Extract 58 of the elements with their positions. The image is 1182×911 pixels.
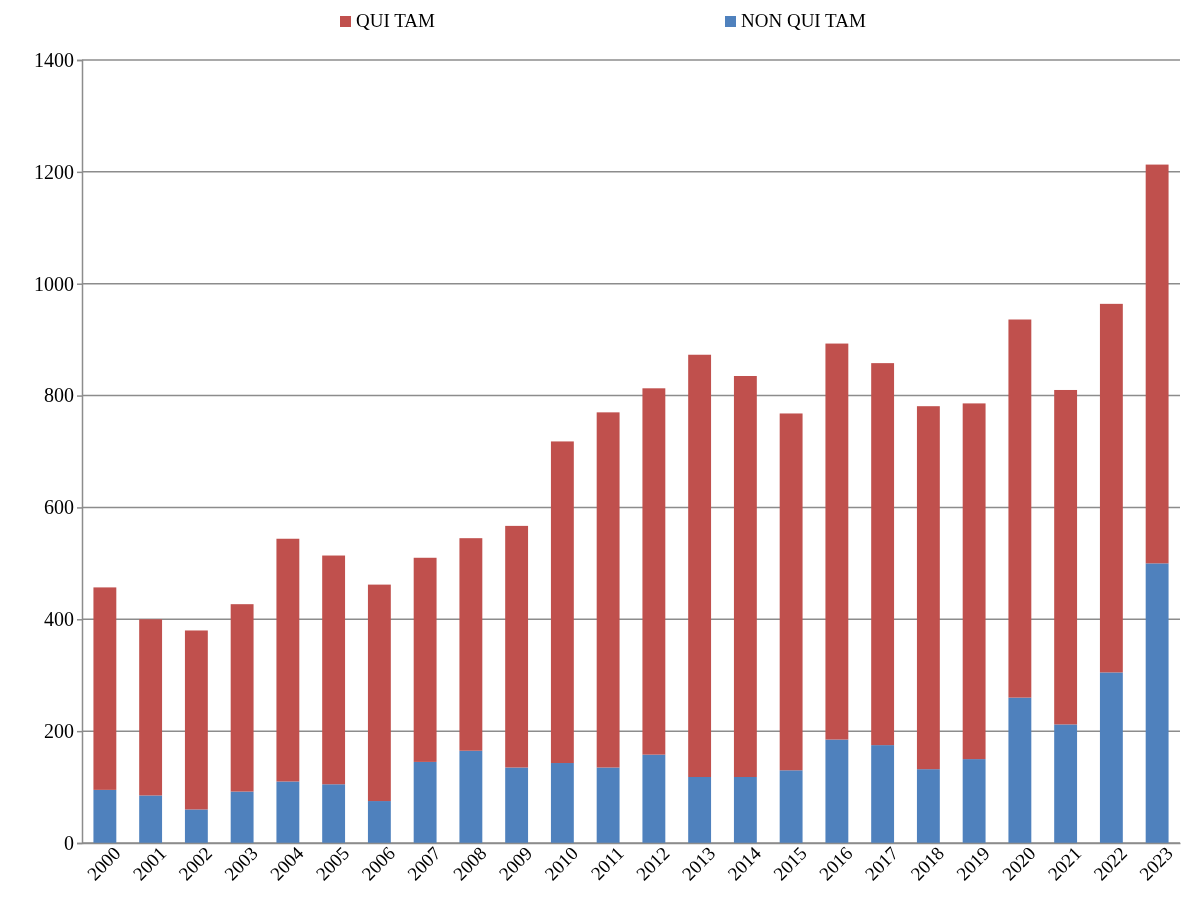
bar bbox=[322, 555, 346, 785]
bar bbox=[550, 441, 574, 764]
y-tick-label: 400 bbox=[44, 608, 74, 631]
bar bbox=[825, 739, 849, 843]
bar bbox=[1145, 164, 1169, 564]
bar bbox=[871, 363, 895, 746]
bar bbox=[1008, 319, 1032, 698]
y-tick-label: 0 bbox=[64, 831, 74, 854]
bar bbox=[139, 795, 163, 843]
bar bbox=[916, 769, 940, 843]
bar bbox=[733, 777, 757, 843]
bar bbox=[1054, 724, 1078, 843]
bar bbox=[1054, 389, 1078, 725]
bar bbox=[184, 809, 208, 843]
bar bbox=[139, 619, 163, 796]
bar bbox=[322, 784, 346, 843]
bar bbox=[367, 584, 391, 802]
bar bbox=[505, 767, 529, 843]
bar bbox=[733, 376, 757, 777]
bar bbox=[871, 745, 895, 843]
bar bbox=[93, 587, 117, 790]
bar bbox=[459, 538, 483, 751]
bar bbox=[550, 763, 574, 843]
bar bbox=[779, 770, 803, 843]
legend-label: QUI TAM bbox=[356, 10, 435, 31]
y-tick-label: 800 bbox=[44, 384, 74, 407]
bar bbox=[413, 761, 437, 843]
bar bbox=[688, 777, 712, 843]
bar bbox=[642, 754, 666, 843]
bar bbox=[276, 538, 300, 782]
bar bbox=[413, 557, 437, 762]
y-tick-label: 1000 bbox=[34, 272, 74, 295]
bar bbox=[230, 604, 254, 792]
bar bbox=[779, 413, 803, 771]
bar bbox=[962, 403, 986, 760]
bar bbox=[505, 525, 529, 768]
bar bbox=[459, 750, 483, 843]
bar bbox=[916, 406, 940, 770]
bar bbox=[688, 354, 712, 778]
bar bbox=[1099, 672, 1123, 843]
bar bbox=[596, 767, 620, 843]
bar bbox=[1008, 697, 1032, 843]
bar bbox=[825, 343, 849, 740]
bar bbox=[642, 388, 666, 755]
y-tick-label: 600 bbox=[44, 496, 74, 519]
bar bbox=[230, 791, 254, 843]
bar bbox=[184, 630, 208, 810]
bar bbox=[962, 759, 986, 843]
bar bbox=[367, 801, 391, 843]
y-tick-label: 1400 bbox=[34, 48, 74, 71]
y-tick-label: 200 bbox=[44, 720, 74, 743]
bar bbox=[276, 781, 300, 843]
legend-label: NON QUI TAM bbox=[741, 10, 866, 31]
bar bbox=[1145, 563, 1169, 843]
y-tick-label: 1200 bbox=[34, 160, 74, 183]
bar bbox=[93, 789, 117, 843]
bar bbox=[1099, 303, 1123, 673]
bar bbox=[596, 412, 620, 768]
